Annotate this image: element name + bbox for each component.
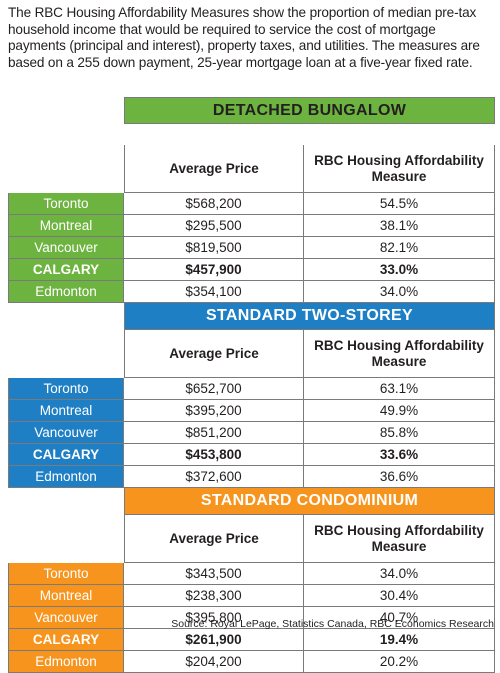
section-title-bungalow: DETACHED BUNGALOW <box>124 97 495 124</box>
measure-cell: 34.0% <box>304 281 495 303</box>
measure-cell: 82.1% <box>304 237 495 259</box>
price-cell: $568,200 <box>124 193 304 215</box>
measure-cell-highlight: 33.6% <box>304 444 495 466</box>
measure-cell-highlight: 19.4% <box>304 629 495 651</box>
intro-paragraph: The RBC Housing Affordability Measures s… <box>8 5 480 70</box>
city-cell: Montreal <box>8 585 124 607</box>
price-cell: $204,200 <box>124 651 304 673</box>
col-header-measure: RBC Housing Affordability Measure <box>304 515 495 563</box>
measure-cell: 40.7% <box>304 607 495 629</box>
city-cell: Edmonton <box>8 466 124 488</box>
price-cell: $238,300 <box>124 585 304 607</box>
city-cell: Toronto <box>8 378 124 400</box>
col-header-price: Average Price <box>124 330 304 378</box>
title-spacer <box>8 303 124 330</box>
city-cell-highlight: CALGARY <box>8 259 124 281</box>
price-cell: $343,500 <box>124 563 304 585</box>
col-header-price: Average Price <box>124 515 304 563</box>
header-spacer <box>8 145 124 193</box>
price-cell: $851,200 <box>124 422 304 444</box>
price-cell-highlight: $453,800 <box>124 444 304 466</box>
measure-cell: 20.2% <box>304 651 495 673</box>
measure-cell: 63.1% <box>304 378 495 400</box>
city-cell: Edmonton <box>8 281 124 303</box>
source-note: Source: Royal LePage, Statistics Canada,… <box>171 618 494 630</box>
city-cell: Vancouver <box>8 607 124 629</box>
measure-cell: 34.0% <box>304 563 495 585</box>
city-cell-highlight: CALGARY <box>8 629 124 651</box>
city-cell: Toronto <box>8 563 124 585</box>
measure-cell: 36.6% <box>304 466 495 488</box>
price-cell: $395,200 <box>124 400 304 422</box>
price-cell: $652,700 <box>124 378 304 400</box>
city-cell: Vancouver <box>8 237 124 259</box>
measure-cell: 54.5% <box>304 193 495 215</box>
city-cell: Edmonton <box>8 651 124 673</box>
price-cell: $295,500 <box>124 215 304 237</box>
col-header-price: Average Price <box>124 145 304 193</box>
price-cell: $819,500 <box>124 237 304 259</box>
affordability-table: DETACHED BUNGALOW Average Price RBC Hous… <box>8 97 495 673</box>
title-spacer <box>8 488 124 515</box>
header-spacer <box>8 515 124 563</box>
city-cell-highlight: CALGARY <box>8 444 124 466</box>
header-spacer <box>8 330 124 378</box>
measure-cell: 38.1% <box>304 215 495 237</box>
measure-cell-highlight: 33.0% <box>304 259 495 281</box>
city-cell: Montreal <box>8 215 124 237</box>
section-title-two-storey: STANDARD TWO-STOREY <box>124 303 495 330</box>
price-cell: $372,600 <box>124 466 304 488</box>
city-cell: Toronto <box>8 193 124 215</box>
price-cell-highlight: $261,900 <box>124 629 304 651</box>
price-cell-highlight: $457,900 <box>124 259 304 281</box>
title-spacer <box>8 97 124 145</box>
measure-cell: 49.9% <box>304 400 495 422</box>
price-cell: $354,100 <box>124 281 304 303</box>
col-header-measure: RBC Housing Affordability Measure <box>304 145 495 193</box>
col-header-measure: RBC Housing Affordability Measure <box>304 330 495 378</box>
city-cell: Montreal <box>8 400 124 422</box>
city-cell: Vancouver <box>8 422 124 444</box>
measure-cell: 30.4% <box>304 585 495 607</box>
measure-cell: 85.8% <box>304 422 495 444</box>
price-cell: $395,800 <box>124 607 304 629</box>
section-title-condominium: STANDARD CONDOMINIUM <box>124 488 495 515</box>
